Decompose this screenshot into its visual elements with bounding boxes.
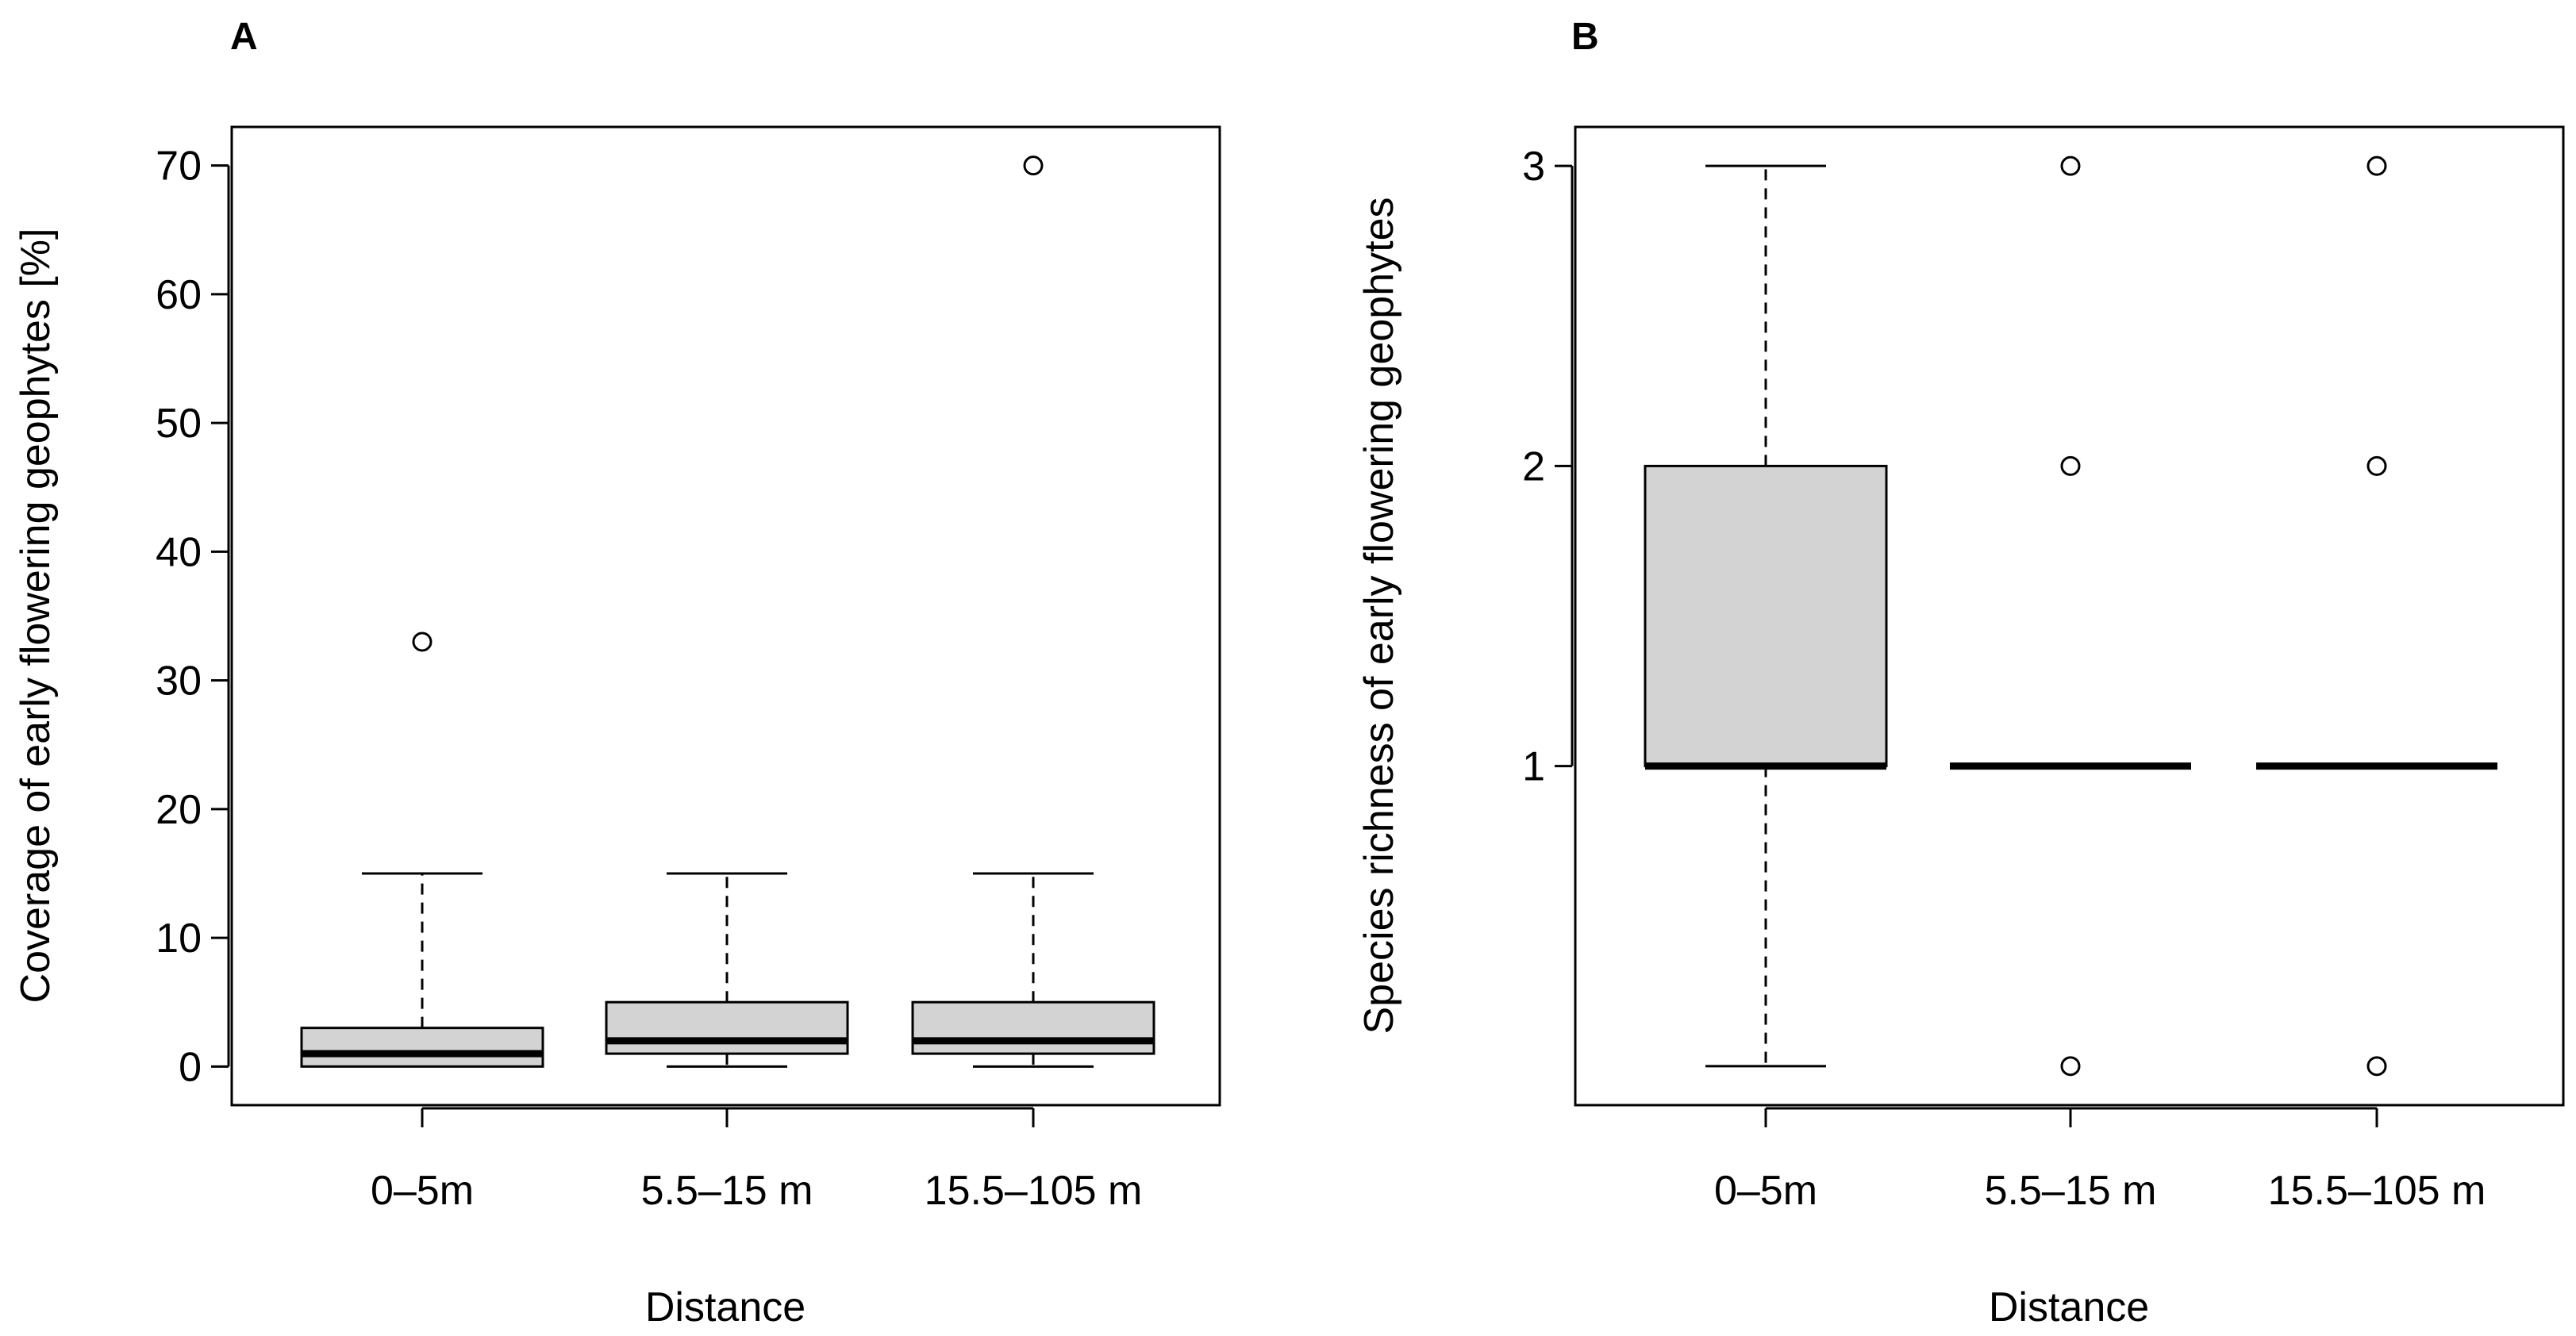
panel-a-y-axis: 0 10 20 30 40 50 60 70 — [156, 144, 230, 1090]
a-y-tick-label: 0 — [179, 1044, 202, 1090]
panel-a-label: A — [230, 16, 258, 58]
outlier-point — [2060, 1056, 2081, 1077]
panel-b-label: B — [1571, 16, 1599, 58]
panel-b: B 1 2 3 0–5m 5.5–15 m 15.5–105 m Distance Sp… — [1356, 16, 2565, 1330]
panel-a-x-axis-title: Distance — [645, 1284, 805, 1330]
panel-b-y-axis: 1 2 3 — [1522, 144, 1574, 790]
panel-b-plot-frame — [1574, 125, 2565, 1107]
a-y-tick-label: 50 — [156, 401, 202, 447]
outlier-point — [2060, 455, 2081, 476]
outlier-point — [2060, 155, 2081, 176]
b-box-1 — [1644, 164, 1888, 1068]
b-x-tick-label: 15.5–105 m — [2268, 1168, 2486, 1214]
a-y-tick-label: 60 — [156, 272, 202, 318]
outlier-point — [2366, 1056, 2387, 1077]
a-y-tick-label: 20 — [156, 787, 202, 833]
a-y-tick-label: 40 — [156, 529, 202, 575]
panel-a-plot-frame — [230, 125, 1221, 1107]
panel-b-x-axis-title: Distance — [1989, 1284, 2149, 1330]
outlier-point — [1023, 155, 1044, 176]
b-y-tick-label: 1 — [1522, 744, 1545, 790]
panel-a-boxes — [300, 155, 1155, 1068]
b-box-3 — [2256, 155, 2497, 1077]
a-y-tick-label: 30 — [156, 658, 202, 704]
a-x-tick-label: 0–5m — [371, 1168, 474, 1214]
panel-a-y-axis-title: Coverage of early flowering geophytes [%… — [13, 228, 59, 1004]
panel-a: A 0 10 20 30 40 50 60 70 0–5m 5.5–15 m 15.5–105 m… — [13, 16, 1221, 1330]
b-y-tick-label: 3 — [1522, 144, 1545, 190]
outlier-point — [2366, 155, 2387, 176]
b-x-tick-label: 0–5m — [1714, 1168, 1817, 1214]
panel-b-boxes — [1644, 155, 2497, 1077]
a-x-tick-label: 5.5–15 m — [641, 1168, 813, 1214]
iqr-box — [911, 1000, 1155, 1055]
b-box-2 — [1950, 155, 2191, 1077]
iqr-box — [1644, 464, 1888, 768]
panel-b-y-axis-title: Species richness of early flowering geop… — [1356, 197, 1402, 1034]
a-x-tick-label: 15.5–105 m — [925, 1168, 1143, 1214]
iqr-box — [300, 1027, 544, 1068]
outlier-point — [412, 632, 433, 652]
a-box-2 — [605, 872, 849, 1068]
a-box-1 — [300, 632, 544, 1068]
panel-a-x-axis: 0–5m 5.5–15 m 15.5–105 m — [371, 1107, 1143, 1214]
a-box-3 — [911, 155, 1155, 1068]
b-y-tick-label: 2 — [1522, 443, 1545, 489]
a-y-tick-label: 10 — [156, 916, 202, 962]
b-x-tick-label: 5.5–15 m — [1985, 1168, 2157, 1214]
panel-b-x-axis: 0–5m 5.5–15 m 15.5–105 m — [1714, 1107, 2486, 1214]
iqr-box — [605, 1000, 849, 1055]
a-y-tick-label: 70 — [156, 144, 202, 190]
outlier-point — [2366, 455, 2387, 476]
